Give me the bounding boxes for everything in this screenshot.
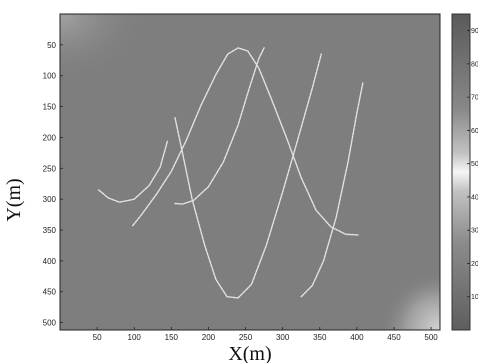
colorbar-tick-label: 80 bbox=[471, 61, 478, 68]
x-tick-label: 200 bbox=[202, 333, 216, 342]
x-tick-label: 100 bbox=[128, 333, 142, 342]
x-tick-label: 50 bbox=[93, 333, 102, 342]
y-tick-label: 50 bbox=[47, 41, 56, 50]
y-tick-label: 200 bbox=[43, 133, 57, 142]
colorbar-tick-label: 90 bbox=[471, 28, 478, 35]
y-tick-label: 500 bbox=[43, 319, 57, 328]
heatmap-plot-area bbox=[60, 14, 440, 330]
x-tick-label: 350 bbox=[313, 333, 327, 342]
y-tick-label: 100 bbox=[43, 72, 57, 81]
x-tick-label: 300 bbox=[276, 333, 290, 342]
x-tick-label: 500 bbox=[424, 333, 438, 342]
y-tick-label: 400 bbox=[43, 257, 57, 266]
colorbar: 10 20 30 40 50 60 70 80 90 bbox=[452, 14, 478, 330]
x-tick-label: 450 bbox=[387, 333, 401, 342]
colorbar-tick-label: 60 bbox=[471, 128, 478, 135]
x-tick-label: 250 bbox=[239, 333, 253, 342]
y-tick-label: 350 bbox=[43, 226, 57, 235]
x-tick-label: 400 bbox=[350, 333, 364, 342]
y-axis-label: Y(m) bbox=[3, 178, 25, 221]
colorbar-tick-label: 20 bbox=[471, 261, 478, 268]
x-axis-label: X(m) bbox=[228, 343, 271, 363]
y-tick-label: 150 bbox=[43, 103, 57, 112]
x-tick-label: 150 bbox=[165, 333, 179, 342]
colorbar-tick-label: 10 bbox=[471, 294, 478, 301]
y-tick-label: 250 bbox=[43, 164, 57, 173]
heatmap-blob-bottom-right bbox=[380, 270, 440, 330]
y-tick-label: 300 bbox=[43, 195, 57, 204]
colorbar-tick-label: 40 bbox=[471, 194, 478, 201]
y-tick-label: 450 bbox=[43, 288, 57, 297]
colorbar-tick-label: 70 bbox=[471, 95, 478, 102]
heatmap-blob-top-left bbox=[60, 14, 150, 84]
colorbar-gradient bbox=[452, 14, 470, 330]
colorbar-tick-label: 30 bbox=[471, 228, 478, 235]
colorbar-tick-label: 50 bbox=[471, 161, 478, 168]
